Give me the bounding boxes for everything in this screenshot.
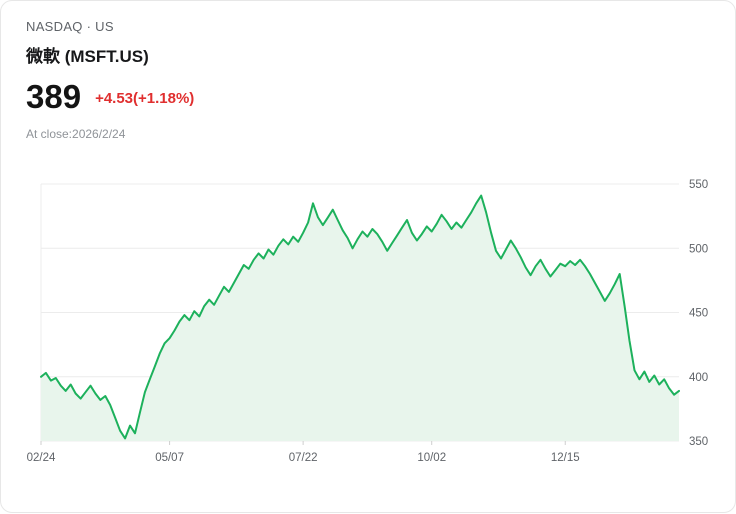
x-axis-label: 02/24 xyxy=(27,452,56,464)
x-axis-label: 05/07 xyxy=(155,452,184,464)
price-change: +4.53(+1.18%) xyxy=(95,90,195,107)
y-axis-label: 400 xyxy=(689,372,708,384)
x-axis-label: 12/15 xyxy=(551,452,580,464)
y-axis-label: 550 xyxy=(689,179,708,191)
x-axis-label: 10/02 xyxy=(417,452,446,464)
exchange-label: NASDAQ · US xyxy=(26,19,114,34)
y-axis-label: 350 xyxy=(689,436,708,448)
y-axis-label: 500 xyxy=(689,243,708,255)
quote-header: NASDAQ · US 微軟 (MSFT.US) 389 +4.53(+1.18… xyxy=(1,1,735,141)
stock-title: 微軟 (MSFT.US) xyxy=(26,47,149,66)
price-chart-svg[interactable]: 350 400 450 500 550 02/24 05/07 07/22 10/02 12/15 xyxy=(1,171,736,514)
last-price: 389 xyxy=(26,78,82,115)
price-chart[interactable]: 350 400 450 500 550 02/24 05/07 07/22 10/02 12/15 xyxy=(1,171,736,514)
y-axis-label: 450 xyxy=(689,308,708,320)
price-row: 389 +4.53(+1.18%) xyxy=(26,80,710,113)
price-line xyxy=(40,194,680,440)
x-axis-label: 07/22 xyxy=(289,452,318,464)
price-area-fill xyxy=(41,195,679,441)
as-of-label: At close:2026/2/24 xyxy=(26,127,126,141)
